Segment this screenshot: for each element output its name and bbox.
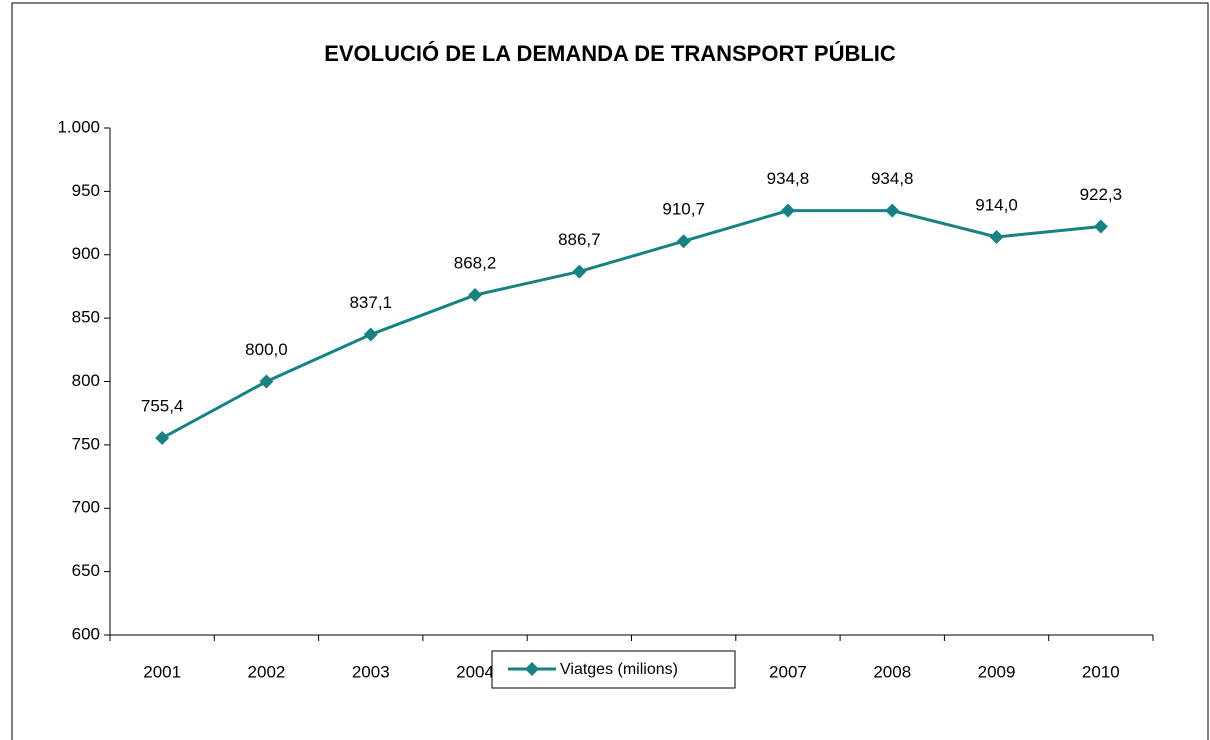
data-label: 755,4 — [141, 397, 184, 416]
chart-title: EVOLUCIÓ DE LA DEMANDA DE TRANSPORT PÚBL… — [324, 41, 896, 66]
data-label: 934,8 — [871, 169, 914, 188]
data-label: 914,0 — [975, 195, 1018, 214]
data-label: 868,2 — [454, 254, 497, 273]
y-tick-label: 650 — [72, 561, 100, 580]
y-tick-label: 900 — [72, 244, 100, 263]
legend-marker — [525, 662, 539, 676]
data-point — [363, 327, 378, 342]
y-tick-label: 750 — [72, 434, 100, 453]
data-label: 910,7 — [662, 200, 705, 219]
data-label: 922,3 — [1080, 185, 1123, 204]
x-tick-label: 2001 — [143, 662, 181, 681]
data-point — [676, 234, 691, 249]
x-tick-label: 2002 — [248, 662, 286, 681]
y-tick-label: 950 — [72, 181, 100, 200]
data-label: 934,8 — [767, 169, 810, 188]
y-tick-label: 800 — [72, 371, 100, 390]
x-tick-label: 2003 — [352, 662, 390, 681]
x-tick-label: 2008 — [873, 662, 911, 681]
data-point — [780, 203, 795, 218]
y-tick-label: 850 — [72, 308, 100, 327]
series-line — [161, 209, 1102, 440]
chart-frame — [11, 2, 1209, 740]
x-tick-label: 2009 — [978, 662, 1016, 681]
data-point — [155, 431, 170, 446]
data-point — [885, 203, 900, 218]
y-tick-label: 1.000 — [57, 117, 100, 136]
data-point — [1093, 219, 1108, 234]
data-point — [259, 374, 274, 389]
data-label: 886,7 — [558, 230, 601, 249]
data-point — [468, 288, 483, 303]
x-tick-label: 2004 — [456, 662, 494, 681]
legend-label: Viatges (milions) — [560, 661, 678, 678]
data-label: 837,1 — [349, 293, 392, 312]
data-point — [989, 230, 1004, 245]
y-tick-label: 600 — [72, 624, 100, 643]
y-tick-label: 700 — [72, 498, 100, 517]
x-tick-label: 2007 — [769, 662, 807, 681]
data-label: 800,0 — [245, 340, 288, 359]
data-point — [572, 264, 587, 279]
x-tick-label: 2010 — [1082, 662, 1120, 681]
